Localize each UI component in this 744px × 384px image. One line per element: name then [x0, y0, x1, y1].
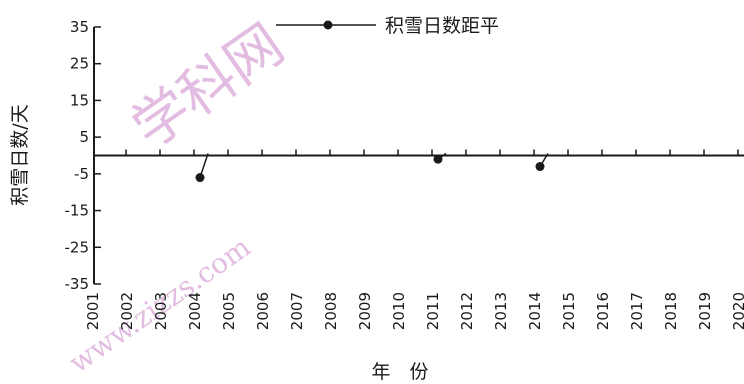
x-tick-label: 2016 [594, 292, 612, 330]
y-tick-label: -25 [65, 238, 90, 256]
x-tick-label: 2015 [560, 292, 578, 330]
y-tick-label: 35 [70, 18, 89, 36]
data-point [433, 154, 443, 164]
y-tick-label: 5 [79, 128, 89, 146]
y-axis: 35 25 15 5 -5 -15 -25 -35 [65, 18, 101, 293]
y-tick-label: -15 [65, 202, 90, 220]
x-tick-label: 2020 [730, 292, 744, 330]
legend-marker [323, 20, 333, 30]
x-tick-label: 2009 [356, 292, 374, 330]
x-tick-label: 2017 [628, 292, 646, 330]
x-tick-label: 2012 [458, 292, 476, 330]
x-tick-label: 2014 [526, 292, 544, 330]
y-tick-label: -35 [65, 275, 90, 293]
y-tick-label: 15 [70, 91, 89, 109]
x-tick-label: 2018 [662, 292, 680, 330]
x-tick-label: 2005 [220, 292, 238, 330]
x-tick-label: 2002 [118, 292, 136, 330]
x-tick-label: 2008 [322, 292, 340, 330]
y-axis-title: 积雪日数/天 [9, 104, 31, 205]
x-tick-label: 2019 [696, 292, 714, 330]
legend-label: 积雪日数距平 [385, 15, 499, 37]
x-tick-label: 2013 [492, 292, 510, 330]
x-tick-label: 2011 [424, 292, 442, 330]
watermark-logo: 学科网 [121, 12, 296, 162]
legend: 积雪日数距平 [276, 15, 499, 37]
y-tick-label: 25 [70, 55, 89, 73]
x-tick-label: 2001 [84, 292, 102, 330]
x-tick-label: 2006 [254, 292, 272, 330]
x-tick-label: 2003 [152, 292, 170, 330]
data-point [535, 162, 545, 172]
data-point [195, 173, 205, 183]
x-tick-label: 2007 [288, 292, 306, 330]
series-layer [195, 152, 549, 183]
x-tick-label: 2004 [186, 292, 204, 330]
x-tick-label: 2010 [390, 292, 408, 330]
x-axis-title: 年 份 [371, 361, 428, 383]
x-axis: 2001 2002 2003 2004 2005 2006 2007 2008 2009 2010… [84, 149, 744, 330]
y-tick-label: -5 [74, 165, 89, 183]
